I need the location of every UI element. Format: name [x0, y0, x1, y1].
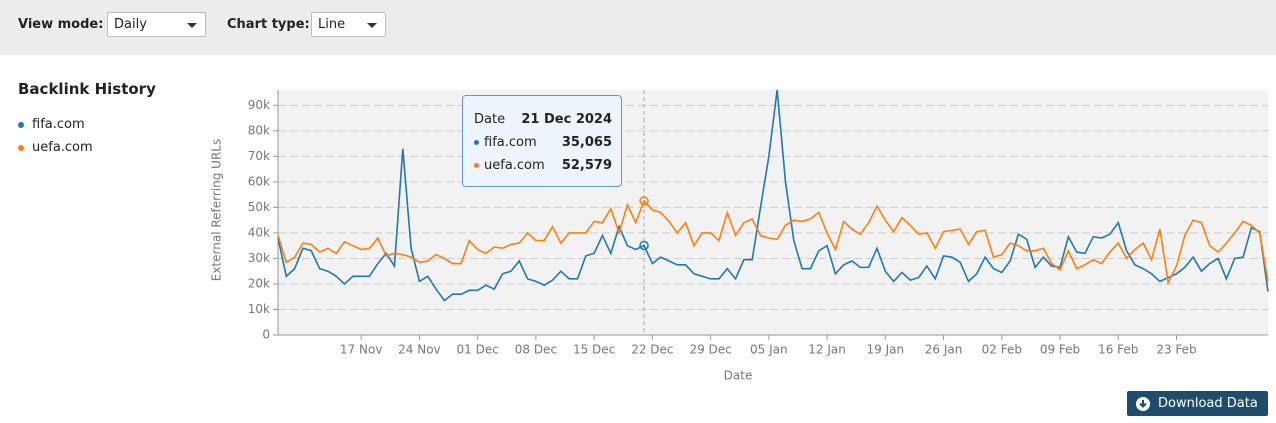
x-tick-label: 02 Feb — [982, 343, 1022, 357]
x-tick-label: 17 Nov — [340, 343, 383, 357]
tooltip-date-label: Date — [474, 112, 506, 127]
y-axis-title: External Referring URLs — [210, 139, 224, 281]
x-tick-label: 29 Dec — [689, 343, 731, 357]
y-tick-label: 70k — [248, 149, 270, 163]
legend-item: uefa.com — [18, 140, 93, 155]
tooltip-marker — [474, 163, 479, 168]
x-tick-label: 19 Jan — [867, 343, 905, 357]
panel-title: Backlink History — [18, 80, 156, 98]
tooltip-date: 21 Dec 2024 — [521, 112, 612, 127]
legend-label: uefa.com — [32, 140, 93, 155]
view-mode-label: View mode: — [18, 17, 104, 32]
y-tick-label: 60k — [248, 174, 270, 188]
tooltip-value: 52,579 — [561, 158, 612, 173]
legend-label: fifa.com — [32, 117, 85, 132]
legend-marker — [18, 144, 24, 151]
view-mode-select[interactable]: Daily — [107, 12, 206, 37]
x-axis-title: Date — [724, 369, 753, 383]
toolbar: View mode: Daily Chart type: Line — [0, 0, 1276, 55]
x-tick-label: 05 Jan — [750, 343, 788, 357]
download-label: Download Data — [1158, 396, 1258, 411]
x-tick-label: 15 Dec — [573, 343, 615, 357]
y-tick-label: 10k — [248, 302, 270, 316]
highlight-point — [639, 196, 649, 206]
tooltip-marker — [474, 140, 479, 145]
download-icon — [1136, 397, 1150, 411]
x-tick-label: 22 Dec — [631, 343, 673, 357]
legend-marker — [18, 121, 24, 128]
x-tick-label: 24 Nov — [398, 343, 441, 357]
line-series — [277, 89, 1269, 302]
chart-type-label: Chart type: — [227, 17, 310, 32]
tooltip-value: 35,065 — [561, 135, 612, 150]
y-tick-label: 50k — [248, 200, 270, 214]
chart-type-select[interactable]: Line — [311, 12, 386, 37]
x-tick-label: 09 Feb — [1040, 343, 1080, 357]
tooltip-series-name: fifa.com — [484, 135, 537, 150]
tooltip-series-name: uefa.com — [484, 158, 545, 173]
x-tick-label: 08 Dec — [515, 343, 557, 357]
x-tick-label: 26 Jan — [925, 343, 963, 357]
y-tick-label: 80k — [248, 123, 270, 137]
highlight-point — [639, 240, 649, 251]
y-tick-label: 40k — [248, 225, 270, 239]
x-tick-label: 16 Feb — [1098, 343, 1138, 357]
y-tick-label: 0 — [262, 328, 270, 342]
download-button[interactable]: Download Data — [1127, 391, 1268, 416]
line-series — [277, 199, 1269, 286]
y-tick-label: 30k — [248, 251, 270, 265]
tooltip: Date 21 Dec 2024 fifa.com 35,065 uefa.com 5… — [462, 95, 622, 187]
x-tick-label: 01 Dec — [457, 343, 499, 357]
x-tick-label: 23 Feb — [1156, 343, 1196, 357]
y-tick-label: 90k — [248, 98, 270, 112]
x-tick-label: 12 Jan — [808, 343, 846, 357]
y-tick-label: 20k — [248, 276, 270, 290]
legend-item: fifa.com — [18, 117, 85, 132]
